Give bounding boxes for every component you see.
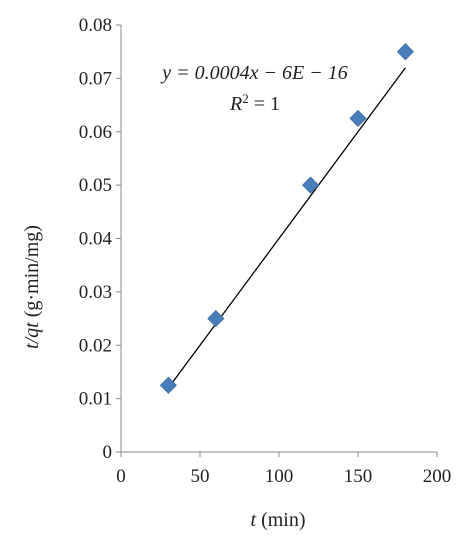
y-tick-label: 0 xyxy=(103,442,113,463)
data-point xyxy=(159,376,177,394)
x-tick-label: 0 xyxy=(116,466,126,487)
x-axis-title-var: t xyxy=(251,509,257,531)
y-tick-label: 0.03 xyxy=(79,282,112,303)
x-tick-label: 50 xyxy=(191,466,210,487)
trendline xyxy=(167,67,406,389)
data-point xyxy=(302,176,320,194)
regression-equation: y = 0.0004x − 6E − 16 xyxy=(160,62,347,84)
x-tick-label: 150 xyxy=(344,466,373,487)
svg-text:t/qt (g·min/mg): t/qt (g·min/mg) xyxy=(21,225,43,349)
y-tick-label: 0.07 xyxy=(79,68,112,89)
y-axis-title: t/qt (g·min/mg) xyxy=(21,225,43,349)
y-tick-label: 0.08 xyxy=(79,15,112,36)
y-tick-label: 0.05 xyxy=(79,175,112,196)
r-squared-r: R xyxy=(229,93,242,115)
y-axis-title-unit: (g·min/mg) xyxy=(21,225,43,322)
data-point xyxy=(349,109,367,127)
y-tick-label: 0.04 xyxy=(79,229,113,250)
data-point xyxy=(396,43,414,61)
x-axis-title-unit: (min) xyxy=(256,509,305,531)
x-tick-label: 100 xyxy=(265,466,294,487)
y-tick-label: 0.01 xyxy=(79,389,112,410)
r-squared-label: R2 = 1 xyxy=(229,91,280,116)
x-axis-title: t (min) xyxy=(251,509,306,531)
y-tick-label: 0.06 xyxy=(79,122,112,143)
r-squared-exponent: 2 xyxy=(242,91,249,106)
r-squared-value: = 1 xyxy=(249,93,280,115)
y-tick-label: 0.02 xyxy=(79,335,112,356)
x-tick-label: 200 xyxy=(423,466,452,487)
data-point xyxy=(207,309,225,328)
y-axis-title-var: t/qt xyxy=(21,322,43,349)
